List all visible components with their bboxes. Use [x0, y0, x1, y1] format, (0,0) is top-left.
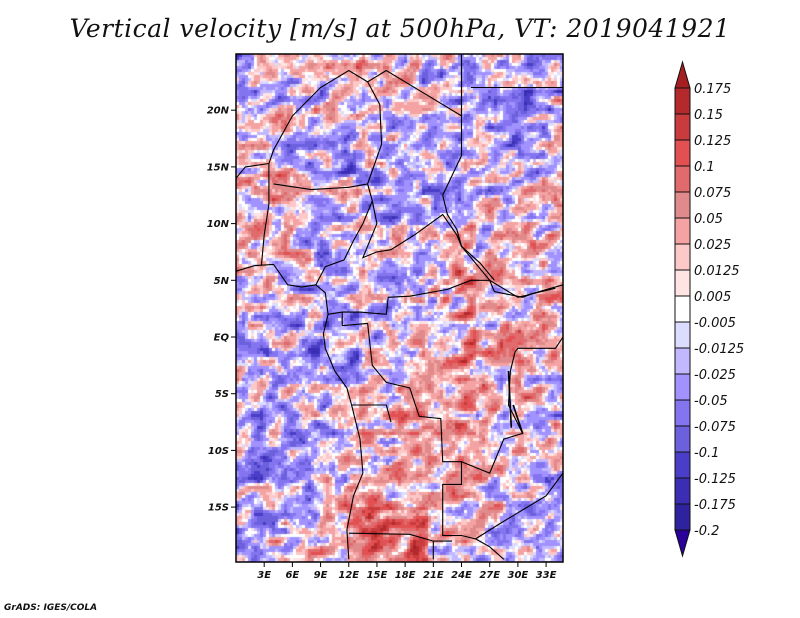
border-line — [461, 336, 564, 474]
colorbar-label: -0.075 — [694, 420, 736, 435]
colorbar-label: -0.2 — [694, 524, 719, 539]
lon-tick-label: 9E — [314, 570, 328, 581]
colorbar-label: 0.05 — [694, 212, 723, 227]
colorbar-label: -0.0125 — [694, 342, 744, 357]
colorbar-label: -0.1 — [694, 446, 719, 461]
colorbar-box — [674, 191, 691, 219]
country-borders — [235, 54, 564, 560]
lat-tick-label: 5S — [215, 389, 229, 400]
colorbar-box — [674, 321, 691, 349]
lon-tick-label: 6E — [285, 570, 299, 581]
border-line — [273, 183, 368, 191]
colorbar-box — [674, 451, 691, 479]
colorbar-label: 0.025 — [694, 238, 731, 253]
colorbar-label: -0.005 — [694, 316, 736, 331]
lat-tick-label: EQ — [214, 333, 230, 344]
colorbar-box — [674, 217, 691, 245]
colorbar-box — [674, 503, 691, 531]
colorbar-label: 0.075 — [694, 186, 731, 201]
lon-tick-label: 21E — [423, 570, 444, 581]
colorbar-label: 0.0125 — [694, 264, 740, 279]
border-line — [351, 404, 392, 423]
border-line — [328, 279, 523, 315]
colorbar-box — [674, 139, 691, 167]
colorbar-max-triangle — [674, 60, 691, 89]
colorbar-label: -0.125 — [694, 472, 736, 487]
colorbar-label: 0.175 — [694, 82, 731, 97]
colorbar-label: -0.05 — [694, 394, 728, 409]
colorbar-box — [674, 399, 691, 427]
vertical-velocity-field — [236, 54, 563, 562]
border-line — [235, 263, 364, 560]
colorbar: 0.175 0.15 0.125 0.1 0.075 0.05 0.025 0.0125 0.0… — [674, 60, 744, 558]
lon-tick-label: 18E — [395, 570, 416, 581]
colorbar-box — [674, 477, 691, 505]
border-line — [442, 54, 495, 281]
lon-tick-label: 12E — [338, 570, 359, 581]
colorbar-label: -0.025 — [694, 368, 736, 383]
lon-tick-label: 15E — [367, 570, 388, 581]
border-line — [522, 287, 556, 298]
chart-title: Vertical velocity [m/s] at 500hPa, VT: 2… — [69, 14, 731, 43]
axis-ticks: 20N 15N 10N 5N EQ 5S 10S 15S 3E 6E 9E 12E 15E 18E 21E 2… — [207, 106, 557, 581]
colorbar-label: 0.005 — [694, 290, 731, 305]
border-line — [348, 532, 453, 542]
colorbar-box — [674, 269, 691, 297]
lake-outline — [507, 370, 513, 428]
lon-tick-label: 27E — [479, 570, 500, 581]
border-line — [315, 200, 373, 286]
border-line — [341, 312, 564, 540]
colorbar-label: 0.125 — [694, 134, 731, 149]
lon-tick-label: 30E — [508, 570, 529, 581]
border-line — [361, 81, 564, 298]
colorbar-label: 0.15 — [694, 108, 723, 123]
lat-tick-label: 10N — [207, 219, 230, 230]
colorbar-box — [674, 373, 691, 401]
lat-tick-label: 15S — [208, 503, 229, 514]
colorbar-label: 0.1 — [694, 160, 715, 175]
credit-label: GrADS: IGES/COLA — [4, 603, 98, 613]
map-frame — [235, 53, 564, 563]
colorbar-box — [674, 113, 691, 141]
colorbar-min-triangle — [674, 529, 691, 558]
lat-tick-label: 10S — [208, 446, 229, 457]
colorbar-box — [674, 243, 691, 271]
colorbar-box — [674, 347, 691, 375]
colorbar-box — [674, 87, 691, 115]
colorbar-box — [674, 425, 691, 453]
border-line — [475, 538, 505, 560]
lat-tick-label: 5N — [214, 276, 230, 287]
colorbar-box — [674, 165, 691, 193]
lat-tick-label: 20N — [207, 106, 230, 117]
lon-tick-label: 3E — [257, 570, 271, 581]
border-line — [235, 54, 463, 179]
lake-outline — [512, 404, 524, 434]
colorbar-box — [674, 295, 691, 323]
colorbar-label: -0.175 — [694, 498, 736, 513]
border-line — [260, 163, 270, 266]
lon-tick-label: 33E — [536, 570, 557, 581]
lon-tick-label: 24E — [451, 570, 472, 581]
lat-tick-label: 15N — [207, 162, 230, 173]
